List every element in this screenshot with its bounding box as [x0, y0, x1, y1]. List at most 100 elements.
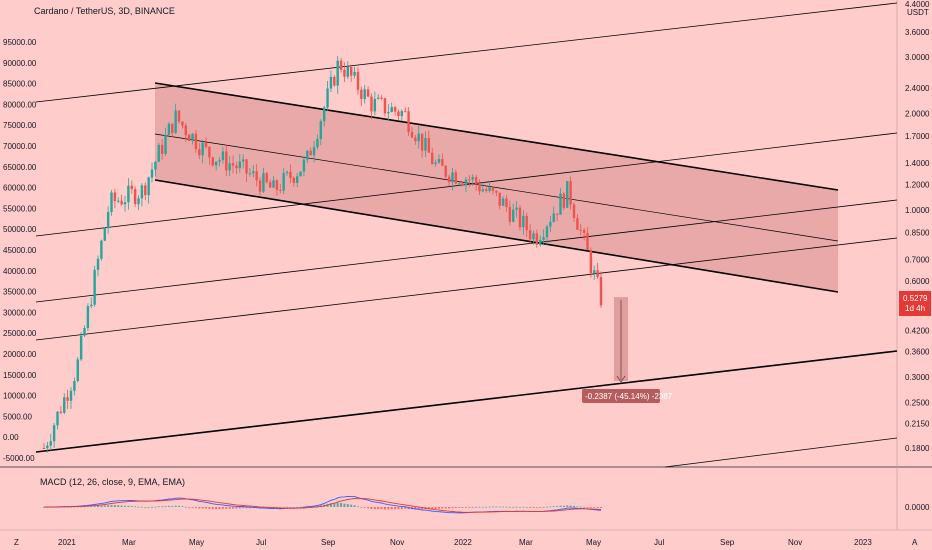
- candle-body: [495, 190, 498, 193]
- auto-scale-button: A: [912, 538, 918, 547]
- macd-histogram-bar: [437, 507, 440, 509]
- candle-body: [154, 161, 157, 170]
- macd-histogram-bar: [208, 507, 211, 509]
- candle-body: [481, 189, 485, 192]
- candle-body: [569, 181, 572, 205]
- macd-histogram-bar: [545, 506, 548, 508]
- candle-body: [275, 180, 279, 190]
- candle-body: [336, 60, 339, 86]
- macd-histogram-bar: [572, 505, 575, 507]
- candle-body: [532, 233, 535, 240]
- macd-histogram-bar: [90, 506, 93, 507]
- candle-body: [441, 159, 444, 166]
- macd-histogram-bar: [329, 503, 332, 507]
- time-axis[interactable]: 2021 Mar May Jul Sep Nov 2022 Mar May Jul Sep Nov 20…: [0, 529, 932, 547]
- measure-arrow-head: [616, 375, 626, 383]
- trend-fan-lines[interactable]: [35, 2, 898, 468]
- candle-body: [339, 60, 343, 70]
- zoom-out-button: Z: [14, 538, 19, 547]
- candle-body: [93, 269, 96, 305]
- descending-channel[interactable]: [154, 82, 839, 293]
- candle-body: [329, 76, 333, 89]
- left-axis-tick: 55000.00: [3, 204, 37, 213]
- candle-body: [353, 71, 356, 76]
- measure-tool[interactable]: -0.2387 (-45.14%) -2387: [582, 297, 673, 403]
- left-axis-tick: 50000.00: [3, 225, 37, 234]
- macd-histogram-bar: [211, 507, 214, 510]
- candle-body: [508, 207, 512, 222]
- candle-body: [417, 133, 420, 142]
- macd-histogram-bar: [221, 507, 224, 509]
- left-axis-tick: 15000.00: [3, 371, 37, 380]
- macd-histogram-bar: [566, 505, 569, 507]
- macd-histogram-bar: [242, 507, 245, 509]
- macd-histogram-bar: [188, 507, 191, 508]
- macd-histogram-bar: [478, 506, 481, 508]
- fan-line: [664, 437, 898, 468]
- macd-histogram-bar: [431, 507, 434, 510]
- macd-histogram-bar: [427, 507, 430, 509]
- candle-body: [117, 200, 120, 202]
- candle-body: [194, 133, 198, 150]
- macd-indicator-label[interactable]: MACD (12, 26, close, 9, EMA, EMA): [40, 477, 186, 487]
- candle-body: [397, 111, 400, 117]
- macd-histogram-bar: [181, 506, 184, 507]
- candle-body: [373, 98, 377, 112]
- candle-body: [404, 111, 407, 113]
- candle-body: [424, 138, 427, 151]
- left-axis-tick: 40000.00: [3, 267, 37, 276]
- macd-histogram-bar: [299, 506, 302, 508]
- right-axis-tick: 1.7000: [905, 132, 930, 141]
- candle-body: [123, 202, 127, 205]
- macd-histogram-bar: [367, 507, 370, 509]
- candle-body: [559, 193, 562, 215]
- macd-histogram-bar: [333, 503, 336, 507]
- candle-body: [191, 133, 194, 142]
- candle-body: [137, 198, 140, 205]
- candle-body: [579, 229, 582, 231]
- candle-body: [66, 397, 69, 401]
- candle-body: [471, 177, 474, 180]
- candle-body: [248, 173, 252, 175]
- candle-body: [589, 250, 593, 274]
- left-axis-tick: 85000.00: [3, 80, 37, 89]
- left-price-axis[interactable]: 95000.00 90000.00 85000.00 80000.00 75000.00…: [3, 38, 37, 463]
- macd-histogram-bar: [124, 505, 127, 507]
- candle-body: [518, 207, 522, 228]
- candle-body: [474, 177, 478, 185]
- macd-histogram-bar: [151, 506, 154, 508]
- candle-body: [366, 89, 370, 97]
- right-price-axis[interactable]: 4.4000 3.6000 3.0000 2.4000 2.0000 1.7000 1.40…: [905, 0, 930, 453]
- macd-histogram-bar: [417, 507, 420, 510]
- candle-body: [231, 163, 235, 166]
- macd-histogram-bar: [286, 507, 289, 508]
- right-axis-tick: 4.4000: [905, 0, 930, 9]
- candle-body: [285, 171, 289, 174]
- macd-histogram-bar: [167, 505, 170, 507]
- macd-histogram-bar: [515, 506, 518, 508]
- macd-histogram-bar: [589, 507, 592, 508]
- candle-body: [204, 142, 208, 147]
- candle-body: [586, 232, 589, 251]
- candle-body: [555, 213, 559, 215]
- candle-body: [96, 258, 100, 270]
- candle-body: [576, 218, 579, 230]
- time-axis-label: 2023: [854, 538, 872, 547]
- macd-histogram-bar: [397, 507, 400, 510]
- candle-body: [292, 178, 296, 183]
- macd-pane: 0.0000: [43, 495, 930, 514]
- candle-body: [525, 215, 528, 231]
- candle-body: [410, 132, 414, 138]
- candle-body: [106, 211, 110, 229]
- candle-body: [447, 176, 451, 183]
- candle-body: [174, 110, 177, 133]
- macd-histogram-bar: [532, 507, 535, 508]
- candle-body: [444, 165, 447, 177]
- candle-body: [380, 97, 383, 99]
- candle-body: [282, 173, 285, 191]
- macd-histogram-bar: [147, 506, 150, 508]
- macd-histogram-bar: [407, 507, 410, 510]
- macd-histogram-bar: [363, 507, 366, 508]
- macd-histogram-bar: [336, 502, 339, 507]
